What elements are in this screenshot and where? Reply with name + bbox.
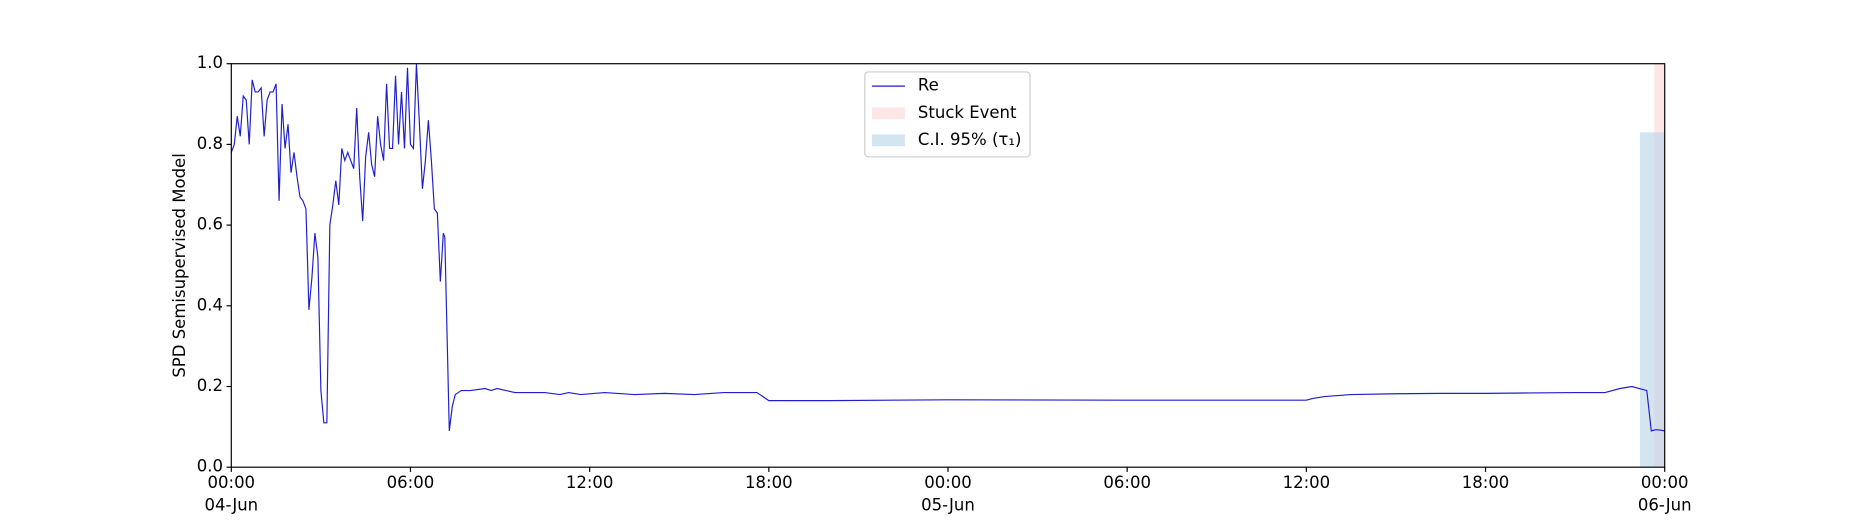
y-tick-label: 0.8 [197, 134, 223, 153]
line [230, 63, 1665, 432]
x-tick-label: 06:00 [1103, 473, 1151, 492]
legend-label: Re [918, 76, 939, 95]
x-tick-label: 00:00 [1641, 473, 1689, 492]
x-date-label: 04-Jun [204, 496, 258, 515]
y-tick-label: 0.0 [197, 457, 223, 476]
x-tick-label: 12:00 [1283, 473, 1331, 492]
y-tick-label: 1.0 [197, 53, 223, 72]
legend-patch [871, 134, 905, 147]
x-tick-label: 00:00 [924, 473, 972, 492]
y-tick-label: 0.4 [197, 295, 223, 314]
y-tick-label: 0.2 [197, 376, 223, 395]
x-date-label: 06-Jun [1638, 496, 1692, 515]
span [1639, 132, 1665, 468]
x-tick-label: 18:00 [745, 473, 793, 492]
x-tick-label: 12:00 [566, 473, 614, 492]
x-date-label: 05-Jun [921, 496, 975, 515]
x-tick-label: 18:00 [1462, 473, 1510, 492]
legend: Re Stuck Event C.I. 95% (τ₁) [864, 71, 1031, 158]
legend-patch [871, 107, 905, 120]
x-tick-label: 00:00 [208, 473, 256, 492]
y-axis-label: SPD Semisupervised Model [170, 153, 189, 377]
x-tick-label: 06:00 [387, 473, 435, 492]
legend-box [864, 71, 1031, 158]
legend-label: C.I. 95% (τ₁) [918, 130, 1021, 149]
y-tick-label: 0.6 [197, 215, 223, 234]
legend-label: Stuck Event [918, 103, 1017, 122]
